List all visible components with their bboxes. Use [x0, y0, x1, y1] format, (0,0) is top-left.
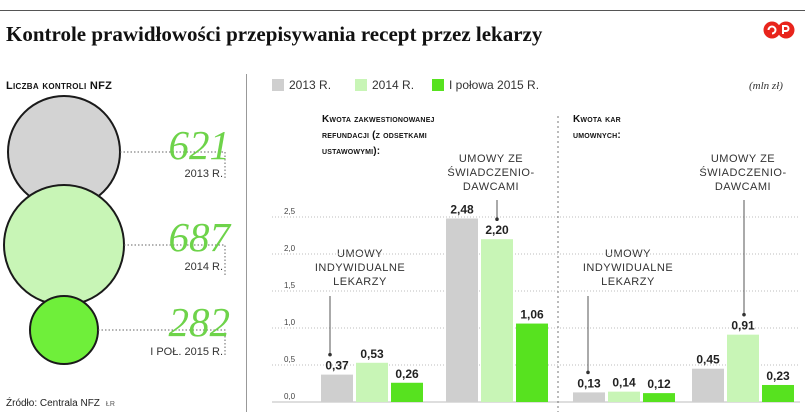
refund-section-title: Kwota zakwestionowanej refundacji (z ods… [322, 114, 435, 157]
count-2015-value: 282 [168, 299, 231, 345]
author-initials: ŁR [105, 401, 115, 408]
y-tick-label-2: 1,0 [284, 318, 296, 327]
legend-swatch-2014 [355, 79, 367, 91]
panel-divider [246, 74, 247, 412]
count-2013-value: 621 [168, 122, 231, 168]
leader-dot-1 [328, 352, 332, 357]
unit-label: (mln zł) [749, 80, 783, 92]
bar-label-g4-s2: 0,91 [731, 319, 755, 333]
count-2013-label: 2013 R. [184, 168, 223, 180]
page-title: Kontrole prawidłowości przepisywania rec… [6, 22, 543, 46]
penalties-individual-label: UMOWY INDYWIDUALNE LEKARZY [582, 248, 674, 288]
publisher-logo-icon [763, 21, 795, 39]
leader-dot-2 [495, 217, 499, 221]
y-tick-label-1: 0,5 [284, 355, 296, 364]
refund-providers-label: UMOWY ZE ŚWIADCZENIO- DAWCAMI [447, 153, 535, 193]
legend-swatch-2013 [272, 79, 284, 91]
count-2014-label: 2014 R. [184, 261, 223, 273]
bar-g1-s3 [391, 382, 423, 402]
bar-g4-s1 [692, 368, 724, 402]
bar-label-g2-s2: 2,20 [485, 223, 509, 237]
inspection-circles [3, 95, 226, 365]
y-tick-label-4: 2,0 [284, 244, 296, 253]
bar-label-g1-s2: 0,53 [360, 347, 384, 361]
inspections-title: Liczba kontroli NFZ [6, 80, 113, 92]
bar-label-g4-s3: 0,23 [766, 369, 790, 383]
bar-g3-s2 [608, 391, 640, 402]
leader-dot-3 [586, 370, 590, 375]
legend-item-2013: 2013 R. [272, 77, 331, 93]
legend-item-2015: I połowa 2015 R. [432, 77, 539, 93]
bar-label-g1-s3: 0,26 [395, 367, 419, 381]
top-rule [0, 10, 805, 11]
leader-2013 [120, 151, 226, 178]
bar-g4-s2 [727, 334, 759, 402]
bar-label-g1-s1: 0,37 [325, 359, 349, 373]
y-tick-label-3: 1,5 [284, 281, 296, 290]
bar-g2-s2 [481, 239, 513, 402]
count-2014-value: 687 [168, 214, 231, 260]
source-note: Źródło: Centrala NFZ ŁR [6, 398, 115, 409]
leader-dot-4 [742, 312, 746, 317]
bar-g1-s1 [321, 374, 353, 402]
bar-label-g2-s1: 2,48 [450, 202, 474, 216]
legend-item-2014: 2014 R. [355, 77, 414, 93]
bar-g4-s3 [762, 384, 794, 402]
penalties-providers-label: UMOWY ZE ŚWIADCZENIO- DAWCAMI [699, 153, 787, 193]
bar-g1-s2 [356, 362, 388, 402]
bar-label-g3-s2: 0,14 [612, 376, 636, 390]
bar-label-g3-s3: 0,12 [647, 377, 671, 391]
legend-swatch-2015 [432, 79, 444, 91]
bar-g2-s3 [516, 323, 548, 402]
bar-label-g2-s3: 1,06 [520, 308, 544, 322]
penalties-section-title: Kwota kar umownych: [573, 114, 621, 141]
bar-label-g4-s1: 0,45 [696, 353, 720, 367]
bar-g3-s3 [643, 393, 675, 402]
y-tick-label-0: 0,0 [284, 392, 296, 401]
bar-label-g3-s1: 0,13 [577, 376, 601, 390]
y-tick-label-5: 2,5 [284, 207, 296, 216]
count-2015-label: I POŁ. 2015 R. [150, 346, 223, 358]
leader-2015 [98, 329, 226, 356]
bar-g2-s1 [446, 218, 478, 402]
bar-g3-s1 [573, 392, 605, 402]
